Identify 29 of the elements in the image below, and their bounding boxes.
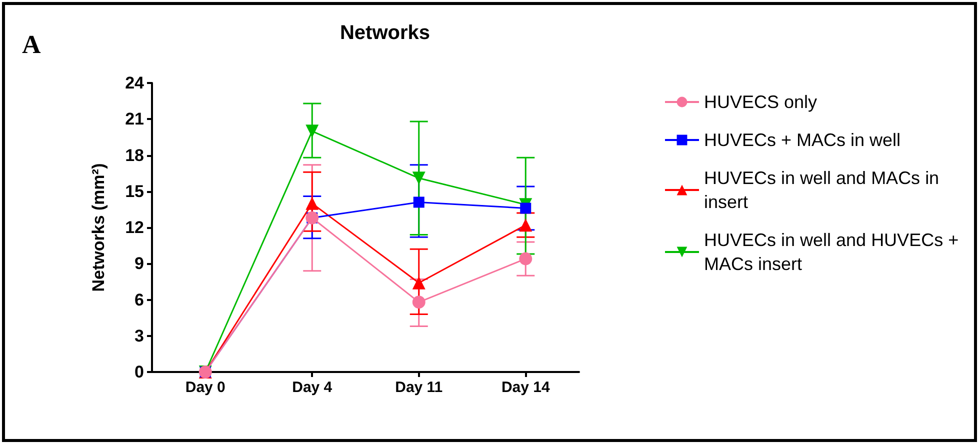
x-tick-label: Day 4: [292, 379, 333, 396]
y-tick-label: 0: [134, 362, 144, 382]
point: [519, 252, 532, 266]
point: [413, 196, 424, 208]
y-tick-label: 21: [125, 110, 144, 129]
x-tick-label: Day 0: [185, 379, 226, 396]
point: [520, 202, 532, 214]
x-tick-label: Day 14: [501, 379, 550, 396]
x-tick-label: Day 11: [395, 379, 443, 396]
y-axis-title: Networks (mm²): [89, 163, 108, 292]
y-tick-label: 12: [125, 218, 144, 237]
y-tick-label: 6: [134, 290, 144, 310]
point: [412, 296, 426, 309]
legend-label: HUVECS only: [704, 92, 818, 112]
point: [519, 218, 532, 232]
y-tick-label: 15: [125, 182, 144, 201]
y-tick-label: 24: [125, 74, 145, 92]
y-tick-label: 9: [134, 254, 144, 274]
point: [306, 196, 319, 210]
y-tick-label: 18: [125, 146, 144, 165]
chart-title: Networks: [340, 22, 430, 44]
point: [306, 124, 319, 138]
y-tick-label: 3: [134, 326, 144, 346]
text: A: [22, 30, 41, 60]
legend-label: HUVECs in well and HUVECs + MACs insert: [704, 230, 964, 274]
legend-label: HUVECs in well and MACs in insert: [704, 168, 944, 212]
legend-label: HUVECs + MACs in well: [704, 130, 901, 150]
point: [412, 276, 426, 290]
point: [412, 172, 426, 185]
